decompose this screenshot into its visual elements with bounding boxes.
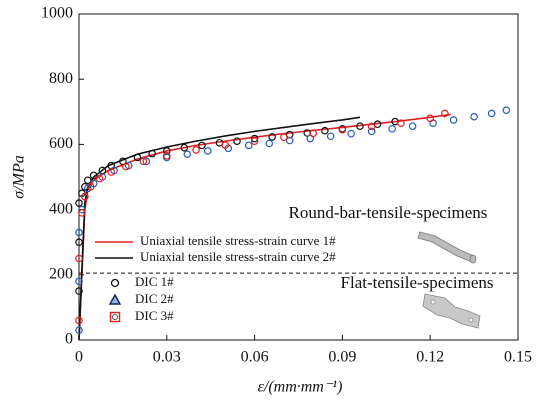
dic-point <box>203 147 212 155</box>
dic-point <box>502 106 511 114</box>
dic-point <box>75 228 83 237</box>
dic-point <box>487 109 496 118</box>
dic-point <box>142 157 151 166</box>
y-tick-label: 1000 <box>41 5 73 22</box>
x-tick-label: 0.12 <box>416 349 444 366</box>
curve <box>78 116 361 341</box>
x-tick-label: 0.06 <box>241 349 269 366</box>
dic-point <box>388 124 396 133</box>
dic-point <box>449 116 458 124</box>
legend-label: Uniaxial tensile stress-strain curve 1# <box>140 233 336 248</box>
legend-label: DIC 2# <box>135 291 174 306</box>
dic-point <box>78 209 86 217</box>
annotation: Round-bar-tensile-specimens <box>289 203 488 222</box>
dic-point <box>75 199 83 207</box>
dic-point <box>78 205 86 214</box>
dic-point <box>309 129 317 138</box>
dic-point <box>244 141 253 150</box>
annotation: Flat-tensile-specimens <box>341 273 494 292</box>
legend-marker <box>109 311 121 323</box>
dic-point <box>183 150 192 158</box>
dic-point <box>89 171 98 180</box>
y-tick-label: 400 <box>49 200 73 217</box>
dic-point <box>280 133 288 142</box>
dic-point <box>233 137 241 145</box>
curve <box>78 113 451 341</box>
x-axis-label: ε/(mm·mm⁻¹) <box>258 379 343 396</box>
y-tick-label: 800 <box>49 70 73 87</box>
legend-label: Uniaxial tensile stress-strain curve 2# <box>140 249 336 264</box>
dic-point <box>198 141 206 150</box>
x-tick-label: 0.03 <box>153 349 181 366</box>
y-tick-label: 200 <box>49 265 73 282</box>
dic-point <box>285 136 294 145</box>
x-tick-label: 0 <box>75 349 83 366</box>
dic-point <box>133 153 142 162</box>
dic-point <box>470 112 478 121</box>
dic-point <box>250 137 259 145</box>
dic-point <box>441 109 449 118</box>
specimen-round <box>417 231 477 264</box>
dic-point <box>95 174 104 183</box>
y-axis-label: σ/MPa <box>11 155 28 198</box>
dic-point <box>367 122 376 131</box>
dic-point <box>75 326 83 335</box>
dic-point <box>397 119 405 128</box>
dic-point <box>408 122 417 130</box>
dic-point <box>86 182 95 191</box>
y-tick-label: 600 <box>49 135 73 152</box>
dic-point <box>75 316 83 325</box>
dic-point <box>122 162 130 171</box>
dic-point <box>139 157 148 166</box>
legend-marker <box>108 293 122 305</box>
dic-point <box>180 143 189 152</box>
plot-frame <box>78 13 519 341</box>
dic-point <box>426 114 435 123</box>
dic-point <box>367 127 376 136</box>
dic-point <box>221 141 230 149</box>
dic-point <box>75 238 83 247</box>
x-tick-label: 0.15 <box>504 349 532 366</box>
dic-point <box>192 146 200 154</box>
legend-marker <box>112 314 118 320</box>
dic-point <box>265 139 274 148</box>
dic-point <box>75 277 83 286</box>
dic-point <box>356 122 364 130</box>
dic-point <box>338 125 347 134</box>
dic-point <box>107 168 115 176</box>
legend-label: DIC 3# <box>135 308 174 323</box>
dic-point <box>268 133 276 141</box>
y-tick-label: 0 <box>65 331 73 348</box>
dic-point <box>75 254 83 263</box>
dic-point <box>163 152 171 160</box>
specimen-flat <box>422 293 481 329</box>
x-tick-label: 0.09 <box>328 349 356 366</box>
dic-point <box>83 176 92 185</box>
dic-point <box>321 126 329 135</box>
dic-point <box>250 134 259 143</box>
legend-label: DIC 1# <box>135 274 174 289</box>
legend-marker <box>110 278 120 288</box>
dic-point <box>75 287 83 295</box>
dic-point <box>326 132 335 141</box>
dic-point <box>148 149 156 158</box>
dic-point <box>347 129 355 138</box>
dic-point <box>81 192 89 201</box>
